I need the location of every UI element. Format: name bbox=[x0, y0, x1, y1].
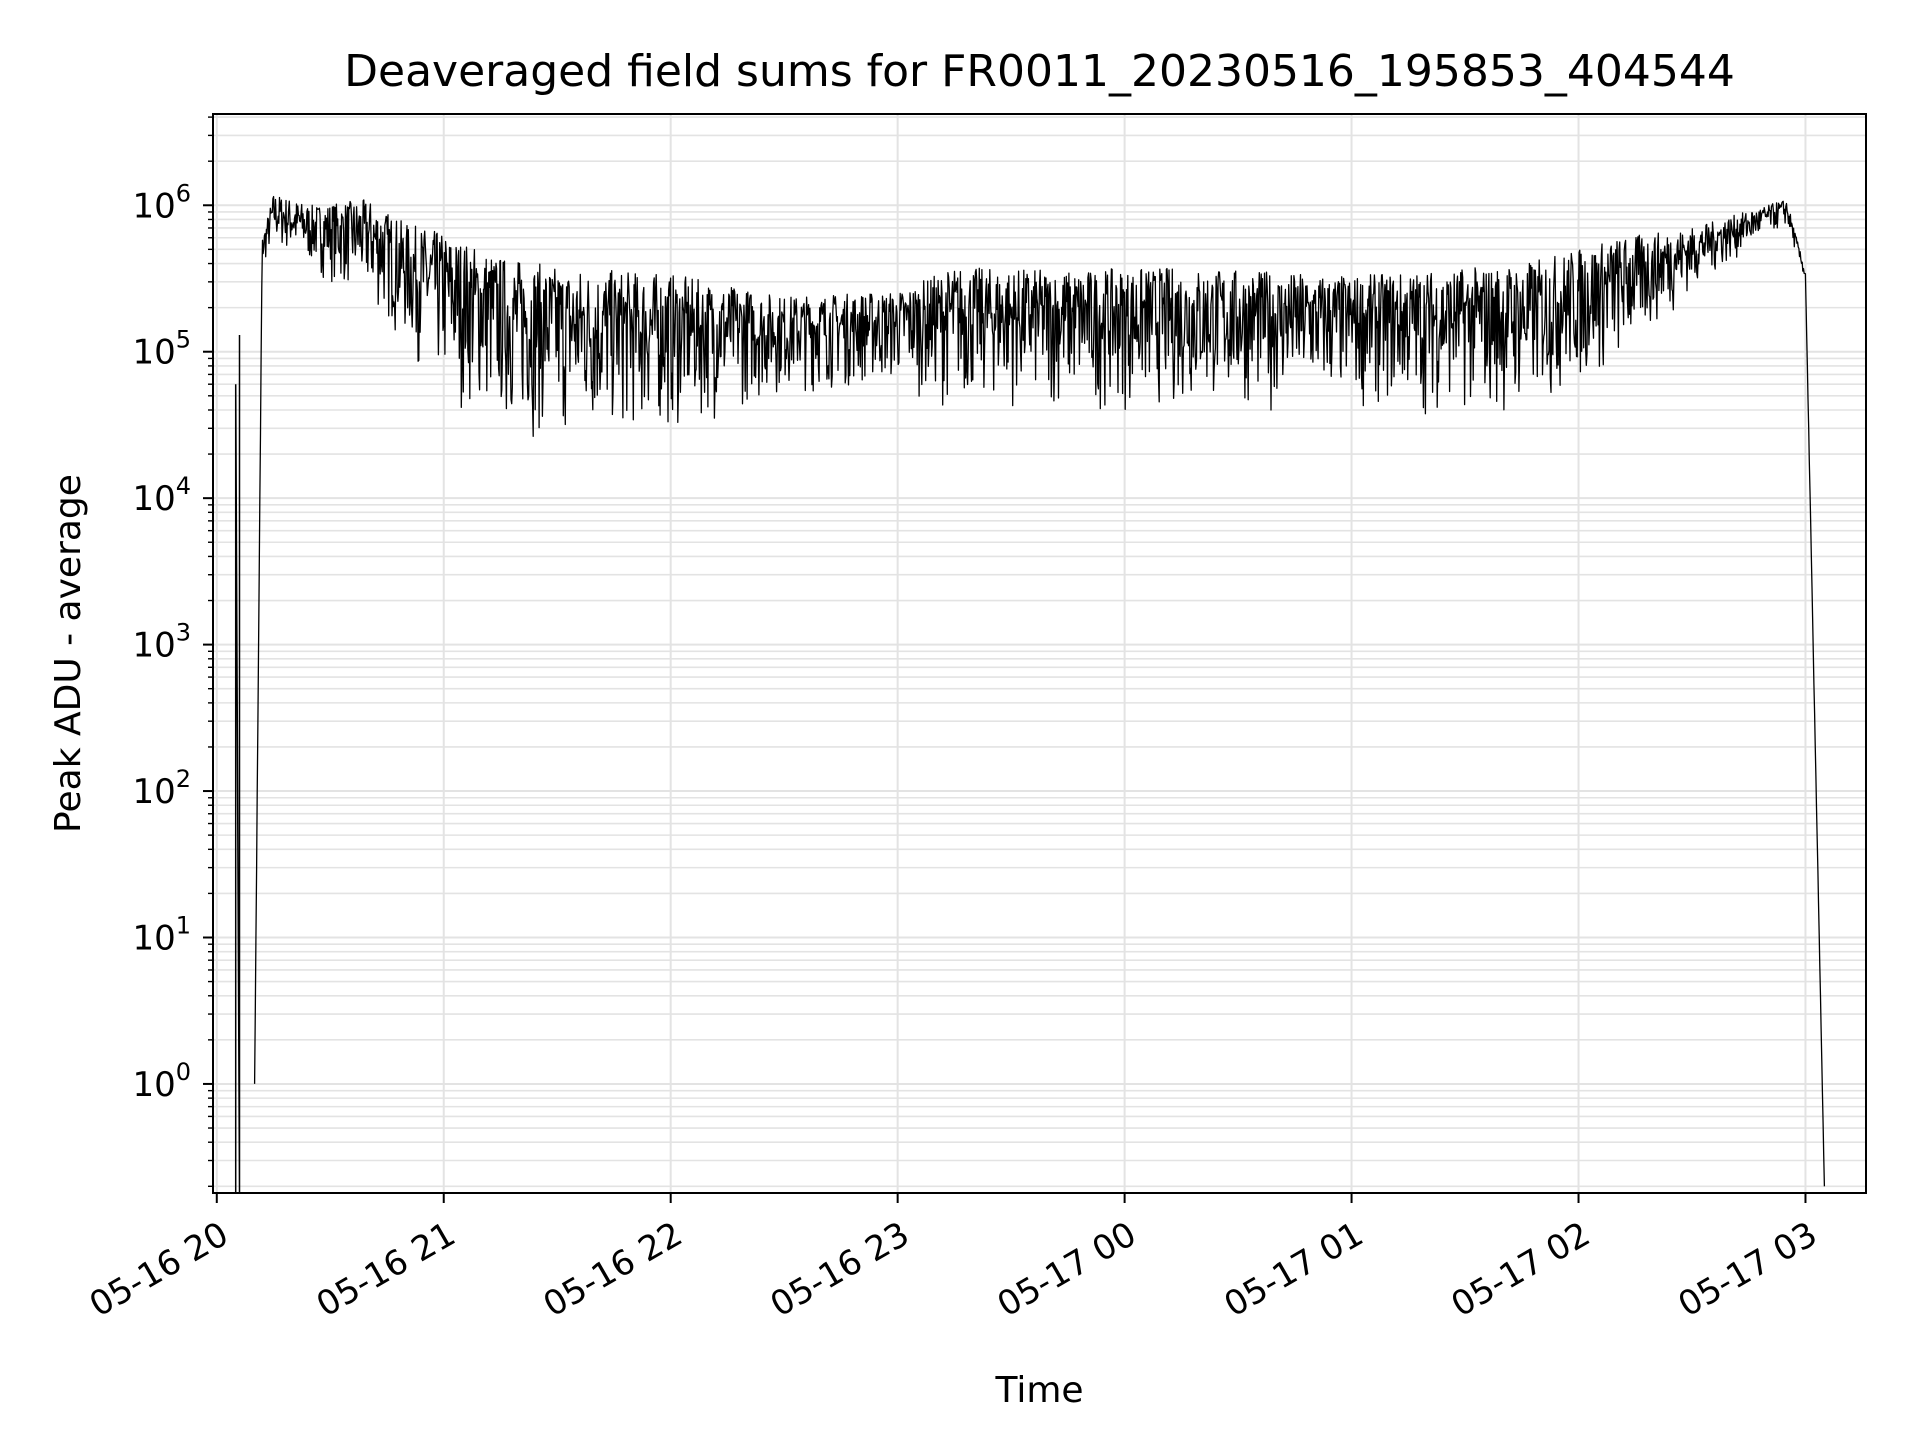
y-tick-label: 102 bbox=[132, 765, 191, 812]
x-axis-label: Time bbox=[994, 1370, 1083, 1411]
y-tick-label: 100 bbox=[132, 1058, 191, 1105]
y-tick-label: 104 bbox=[132, 472, 191, 519]
series-line bbox=[253, 195, 1826, 1187]
y-tick-label: 103 bbox=[132, 619, 191, 666]
series-start-spike bbox=[234, 335, 241, 1194]
grid-lines bbox=[213, 114, 1866, 1193]
y-tick-label: 105 bbox=[132, 326, 191, 373]
data-series bbox=[234, 195, 1826, 1194]
y-tick-label: 106 bbox=[132, 179, 191, 226]
y-tick-label: 101 bbox=[132, 911, 191, 958]
chart-title: Deaveraged field sums for FR0011_2023051… bbox=[344, 46, 1735, 97]
y-axis-label: Peak ADU - average bbox=[48, 474, 89, 833]
plot-frame bbox=[212, 113, 1867, 1194]
